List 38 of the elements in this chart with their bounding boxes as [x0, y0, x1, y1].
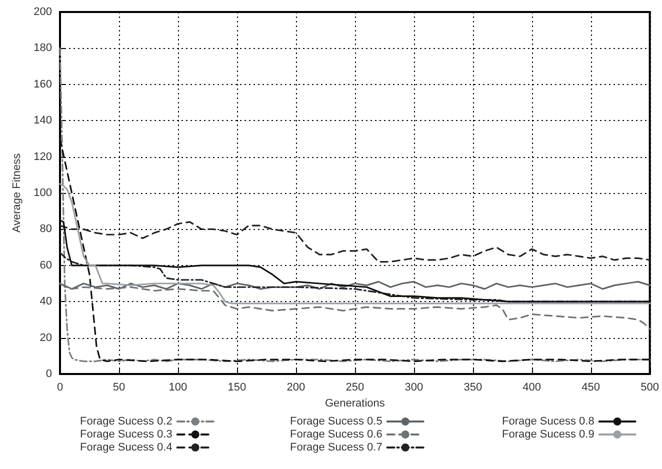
- y-tick-label: 40: [40, 296, 52, 308]
- line-series: [59, 47, 651, 362]
- line-series: [59, 280, 651, 290]
- legend-label: Forage Sucess 0.9: [502, 428, 594, 440]
- line-series: [59, 282, 651, 330]
- x-tick-label: 350: [464, 382, 482, 394]
- x-tick-label: 400: [522, 382, 542, 394]
- y-tick-label: 180: [34, 42, 52, 54]
- x-tick-label: 50: [112, 382, 126, 394]
- x-tick-label: 300: [404, 382, 424, 394]
- x-tick-label: 450: [582, 382, 600, 394]
- y-tick-label: 20: [40, 332, 52, 344]
- legend-label: Forage Sucess 0.7: [290, 442, 382, 454]
- y-tick-label: 120: [34, 150, 52, 163]
- line-series: [59, 183, 651, 304]
- line-series: [59, 221, 651, 263]
- x-tick-label: 200: [286, 382, 306, 394]
- y-axis-title: Average Fitness: [11, 152, 24, 233]
- legend-label: Forage Sucess 0.3: [80, 428, 172, 440]
- y-tick-label: 160: [34, 78, 52, 90]
- x-axis-title: Generations: [324, 397, 386, 410]
- y-tick-label: 100: [34, 187, 52, 199]
- y-tick-label: 80: [40, 223, 52, 236]
- legend-label: Forage Sucess 0.8: [502, 416, 594, 428]
- x-tick-label: 100: [168, 382, 188, 394]
- line-series: [59, 138, 651, 362]
- x-tick-label: 250: [346, 382, 364, 394]
- y-tick-label: 200: [34, 6, 52, 18]
- x-tick-label: 500: [640, 382, 660, 394]
- y-tick-label: 140: [34, 114, 52, 127]
- y-tick-label: 0: [46, 368, 52, 380]
- y-tick-label: 60: [40, 259, 52, 272]
- x-tick-label: 150: [228, 382, 246, 394]
- legend-label: Forage Sucess 0.6: [290, 428, 382, 440]
- legend-label: Forage Sucess 0.5: [290, 416, 382, 428]
- legend-label: Forage Sucess 0.4: [80, 442, 172, 454]
- x-tick-label: 0: [56, 382, 64, 394]
- legend-label: Forage Sucess 0.2: [80, 416, 172, 428]
